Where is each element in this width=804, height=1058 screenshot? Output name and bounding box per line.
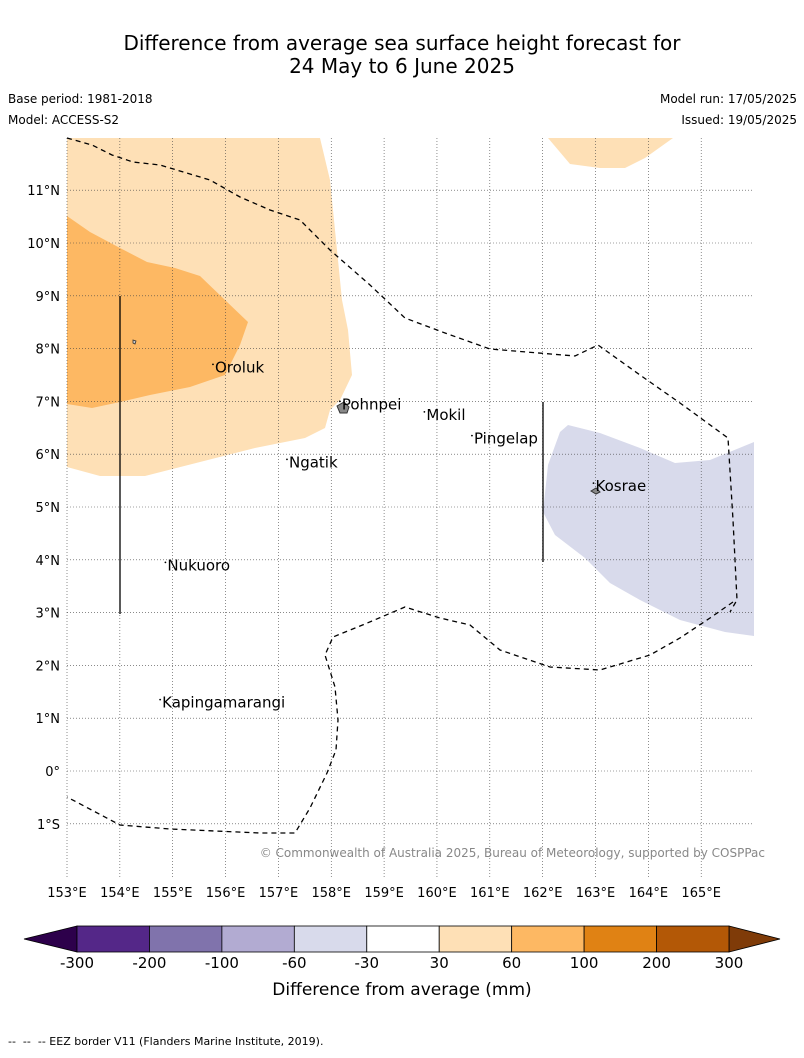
lat-tick-label: 1°N bbox=[36, 712, 61, 727]
place-label-pohnpei: Pohnpei bbox=[342, 395, 402, 413]
colorbar-tick-label: 100 bbox=[570, 954, 599, 972]
colorbar-under-arrow bbox=[23, 925, 78, 953]
lon-tick-label: 165°E bbox=[681, 886, 721, 901]
eez-border-south bbox=[66, 601, 734, 834]
colorbar-tick-label: -100 bbox=[205, 954, 239, 972]
axis-labels: 153°E 154°E 155°E 156°E 157°E 158°E 159°E 160°E… bbox=[27, 184, 721, 901]
colorbar-tick-label: 300 bbox=[715, 954, 744, 972]
colorbar-segment bbox=[438, 925, 513, 953]
place-labels: Oroluk Pohnpei Mokil Pingelap Ngatik Kosrae Nu… bbox=[159, 358, 647, 712]
lat-tick-label: 11°N bbox=[27, 184, 60, 199]
place-marker bbox=[286, 458, 288, 461]
lon-tick-label: 157°E bbox=[259, 886, 299, 901]
colorbar-segment bbox=[583, 925, 657, 953]
title-line-2: 24 May to 6 June 2025 bbox=[289, 54, 515, 78]
place-label-nukuoro: Nukuoro bbox=[167, 556, 230, 574]
colorbar-segment bbox=[511, 925, 585, 953]
colorbar-tick-label: 60 bbox=[502, 954, 521, 972]
pohnpei-island bbox=[336, 401, 350, 414]
colorbar-tick-label: 200 bbox=[642, 954, 671, 972]
lat-tick-label: 2°N bbox=[36, 659, 61, 674]
islands bbox=[132, 339, 601, 495]
small-island-west bbox=[132, 339, 137, 345]
region-60-100-west bbox=[67, 216, 248, 408]
eez-borders bbox=[66, 137, 738, 834]
colorbar-label: Difference from average (mm) bbox=[272, 980, 531, 1000]
lon-tick-label: 160°E bbox=[417, 886, 457, 901]
colorbar-over-arrow bbox=[728, 925, 781, 953]
lon-tick-label: 162°E bbox=[523, 886, 563, 901]
colorbar-segment bbox=[293, 925, 368, 953]
colorbar-tick-label: -30 bbox=[355, 954, 380, 972]
colorbar-tick-label: -60 bbox=[282, 954, 307, 972]
lat-tick-label: 3°N bbox=[36, 607, 61, 622]
lat-tick-label: 8°N bbox=[36, 343, 61, 358]
reference-lines bbox=[119, 296, 544, 614]
lon-tick-label: 164°E bbox=[629, 886, 669, 901]
colorbar: -300 -200 -100 -60 -30 30 60 100 200 300 bbox=[23, 925, 781, 972]
colorbar-segment bbox=[149, 925, 223, 953]
place-marker bbox=[159, 698, 162, 701]
colorbar-tick-label: 30 bbox=[430, 954, 449, 972]
place-marker bbox=[338, 400, 341, 403]
colorbar-segment bbox=[656, 925, 730, 953]
place-label-kapingamarangi: Kapingamarangi bbox=[162, 694, 285, 712]
colorbar-tick-label: -300 bbox=[60, 954, 94, 972]
place-label-oroluk: Oroluk bbox=[215, 358, 264, 376]
place-label-kosrae: Kosrae bbox=[596, 477, 647, 495]
issued-date: Issued: 19/05/2025 bbox=[681, 113, 797, 127]
kosrae-island bbox=[590, 487, 601, 495]
place-label-pingelap: Pingelap bbox=[474, 430, 538, 448]
copyright-notice: © Commonwealth of Australia 2025, Bureau… bbox=[260, 846, 765, 860]
place-label-mokil: Mokil bbox=[426, 406, 465, 424]
title-line-1: Difference from average sea surface heig… bbox=[123, 31, 681, 55]
place-marker bbox=[423, 410, 426, 413]
lat-tick-label: 4°N bbox=[36, 554, 61, 569]
region-30-60-north bbox=[548, 138, 673, 168]
model-name: Model: ACCESS-S2 bbox=[8, 113, 120, 127]
place-marker bbox=[471, 434, 473, 437]
lon-tick-label: 156°E bbox=[206, 886, 246, 901]
lon-tick-label: 154°E bbox=[100, 886, 140, 901]
eez-border-north bbox=[66, 137, 738, 613]
gridlines bbox=[66, 138, 754, 878]
lat-tick-label: 7°N bbox=[36, 395, 61, 410]
lat-tick-label: 6°N bbox=[36, 448, 61, 463]
lon-tick-label: 161°E bbox=[470, 886, 510, 901]
lat-tick-label: 0° bbox=[45, 765, 60, 780]
lon-tick-label: 159°E bbox=[364, 886, 404, 901]
lat-tick-label: 1°S bbox=[37, 818, 60, 833]
lon-tick-label: 153°E bbox=[47, 886, 87, 901]
lat-tick-label: 10°N bbox=[27, 237, 60, 252]
base-period: Base period: 1981-2018 bbox=[8, 92, 153, 106]
colorbar-segment bbox=[366, 925, 440, 953]
place-label-ngatik: Ngatik bbox=[289, 453, 338, 471]
page-title: Difference from average sea surface heig… bbox=[0, 32, 804, 78]
footer-note: -- -- -- EEZ border V11 (Flanders Marine… bbox=[8, 1035, 324, 1048]
place-marker bbox=[164, 561, 167, 564]
lon-tick-label: 158°E bbox=[311, 886, 351, 901]
lon-tick-label: 155°E bbox=[153, 886, 193, 901]
place-marker bbox=[212, 363, 214, 366]
lat-tick-label: 5°N bbox=[36, 501, 61, 516]
colorbar-segment bbox=[76, 925, 150, 953]
colorbar-segment bbox=[221, 925, 295, 953]
place-marker bbox=[592, 482, 595, 485]
lon-tick-label: 163°E bbox=[576, 886, 616, 901]
colorbar-tick-label: -200 bbox=[132, 954, 166, 972]
lat-tick-label: 9°N bbox=[36, 290, 61, 305]
model-run-date: Model run: 17/05/2025 bbox=[659, 92, 797, 106]
